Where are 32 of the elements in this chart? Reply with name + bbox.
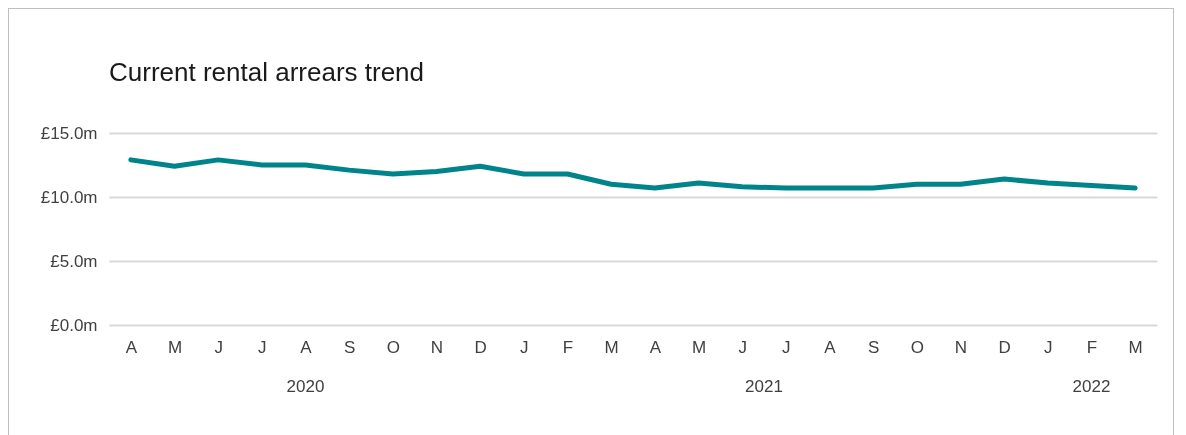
text: 2020 <box>286 377 325 396</box>
text: 2022 <box>1072 377 1111 396</box>
x-tick-label: N <box>954 337 968 357</box>
x-tick-label: M <box>1128 337 1143 357</box>
x-tick-label: J <box>1044 337 1053 357</box>
x-tick-label: D <box>474 337 487 357</box>
x-tick-label: M <box>167 337 183 357</box>
y-tick-label: £10.0m <box>40 187 98 207</box>
x-tick-label: J <box>214 337 223 357</box>
x-tick-label: M <box>604 337 619 357</box>
x-tick-label: S <box>867 337 880 357</box>
x-tick-label: J <box>782 337 791 357</box>
chart-title: Current rental arrears trend <box>109 57 425 87</box>
x-tick-label: M <box>691 337 707 357</box>
x-tick-label: A <box>649 337 662 357</box>
x-tick-label: S <box>343 337 356 357</box>
x-tick-label: D <box>998 337 1011 357</box>
x-tick-label: F <box>562 337 574 357</box>
x-tick-label: O <box>910 337 924 357</box>
x-tick-label: J <box>520 337 529 357</box>
x-tick-label: A <box>125 337 138 357</box>
x-tick-label: A <box>824 337 837 357</box>
text: 2021 <box>745 377 783 396</box>
x-tick-label: J <box>738 337 747 357</box>
x-tick-label: A <box>300 337 313 357</box>
y-tick-label: £5.0m <box>50 251 98 271</box>
x-tick-label: N <box>430 337 444 357</box>
x-tick-label: J <box>258 337 267 357</box>
x-tick-label: F <box>1086 337 1098 357</box>
x-tick-label: O <box>386 337 400 357</box>
y-tick-label: £15.0m <box>40 123 98 143</box>
y-tick-label: £0.0m <box>50 315 98 335</box>
